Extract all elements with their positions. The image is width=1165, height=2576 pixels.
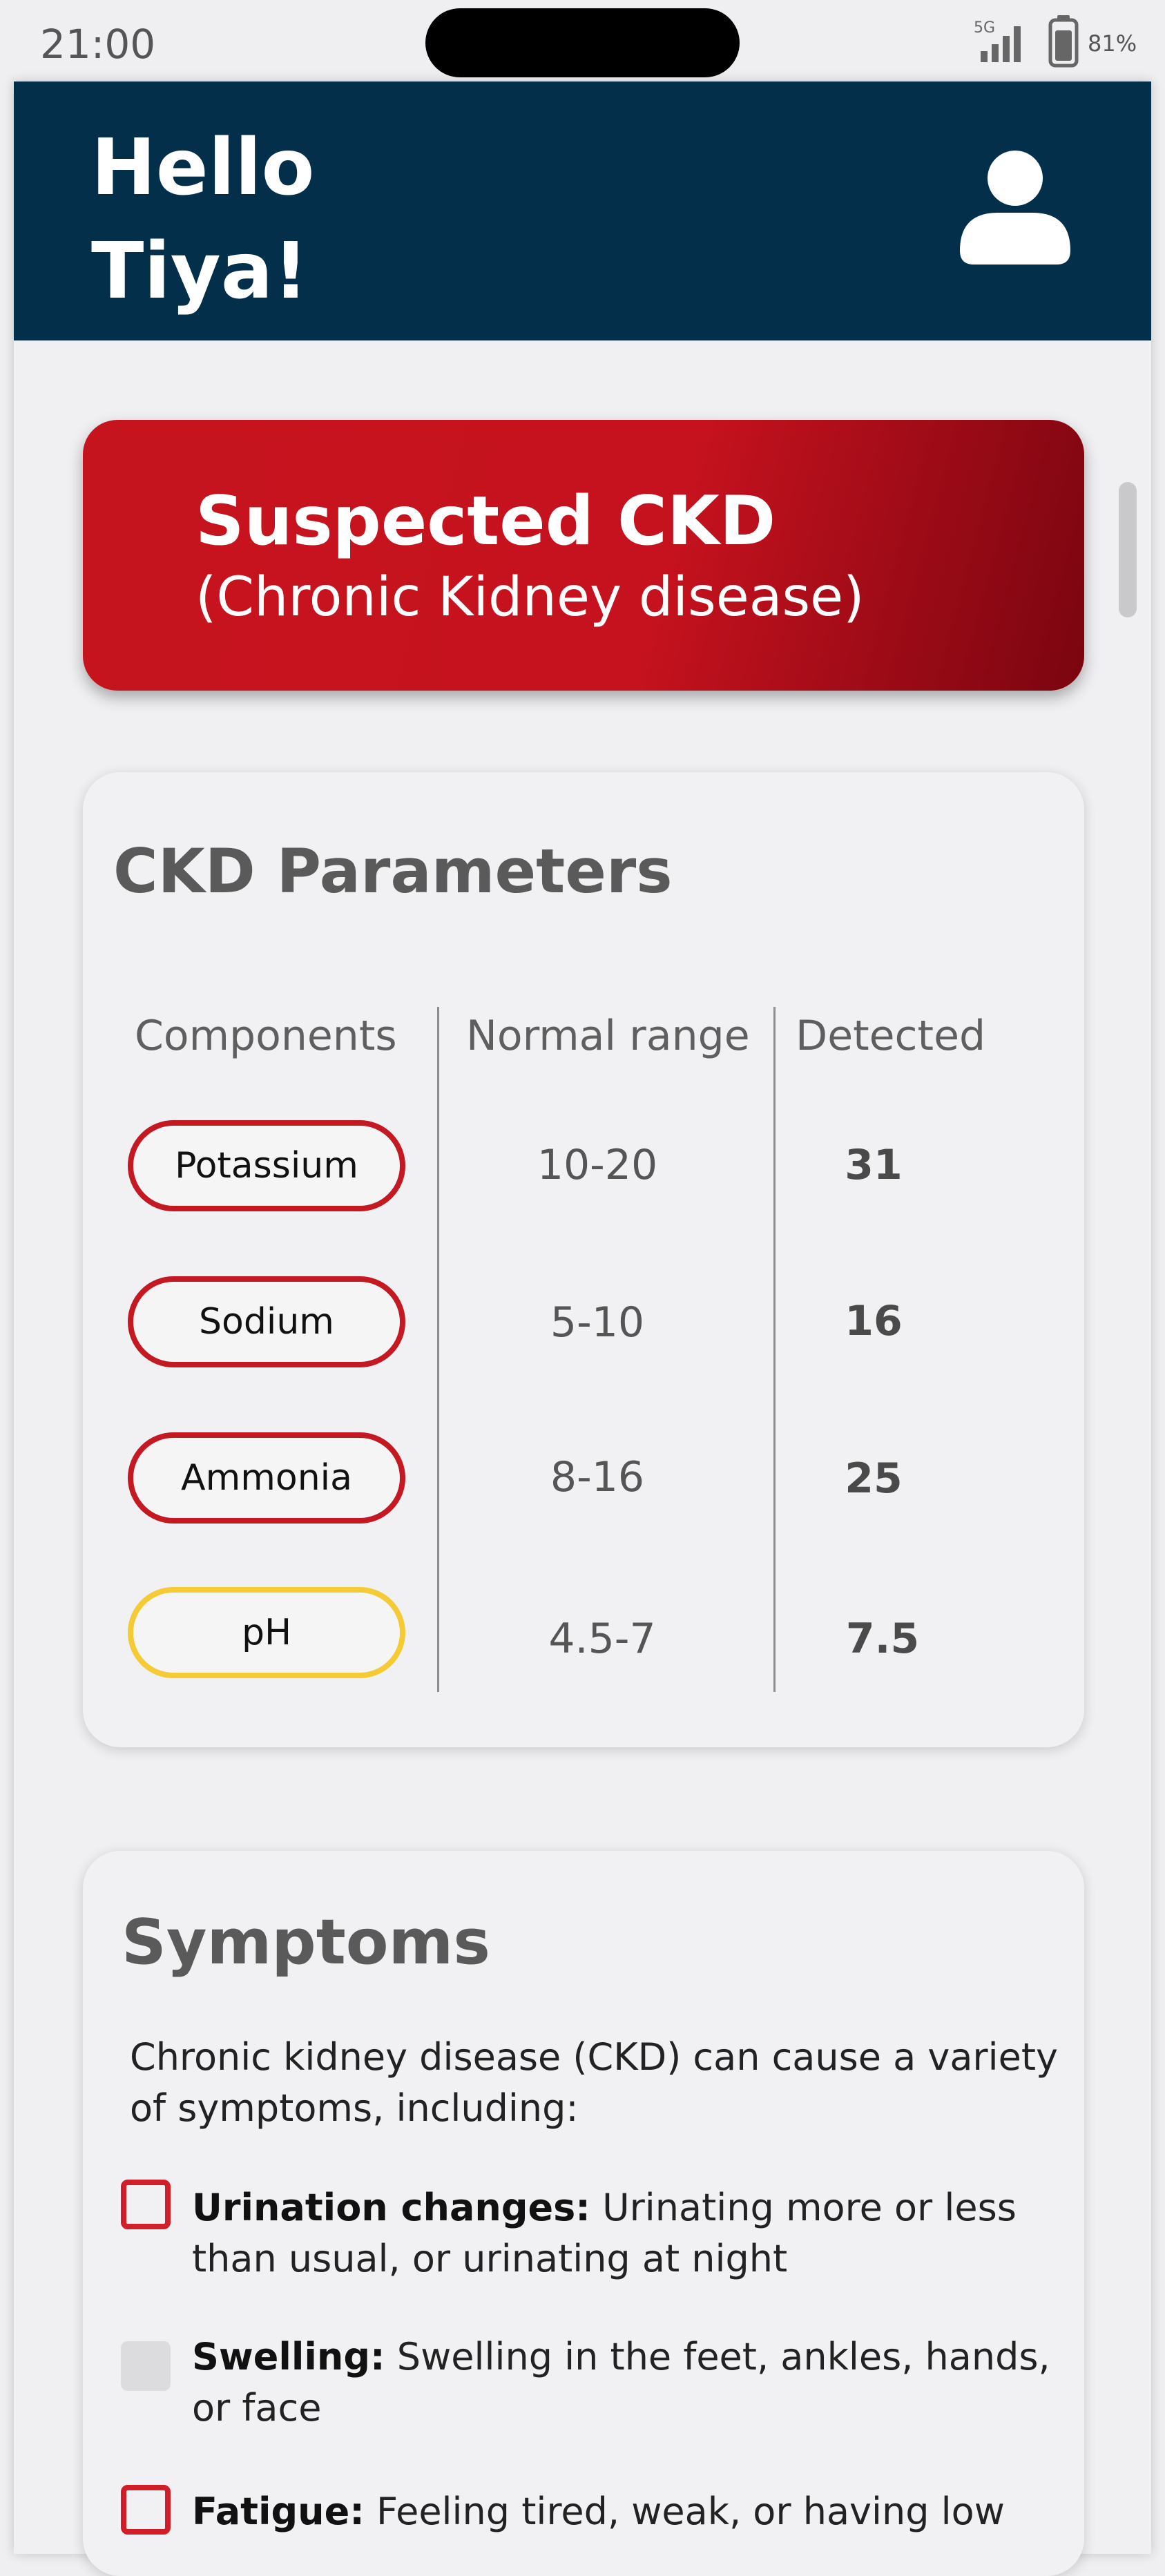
column-divider bbox=[773, 1007, 776, 1692]
normal-range-value: 8-16 bbox=[459, 1453, 735, 1501]
battery-percent: 81% bbox=[1088, 30, 1137, 57]
normal-range-value: 10-20 bbox=[459, 1141, 735, 1189]
scrollbar-thumb[interactable] bbox=[1119, 482, 1137, 617]
app-header: Hello Tiya! bbox=[14, 81, 1151, 340]
symptom-item-urination: Urination changes: Urinating more or les… bbox=[192, 2182, 1090, 2285]
column-header-detected: Detected bbox=[796, 1012, 985, 1060]
symptoms-title: Symptoms bbox=[122, 1906, 490, 1979]
symptom-name: Swelling: bbox=[192, 2335, 385, 2378]
column-divider bbox=[437, 1007, 439, 1692]
alert-subtitle: (Chronic Kidney disease) bbox=[195, 566, 865, 628]
symptoms-intro: Chronic kidney disease (CKD) can cause a… bbox=[130, 2032, 1069, 2134]
detected-value: 31 bbox=[805, 1141, 943, 1189]
status-bar: 21:00 5G 81% bbox=[0, 0, 1165, 81]
column-header-components: Components bbox=[135, 1012, 397, 1060]
column-header-normal-range: Normal range bbox=[466, 1012, 750, 1060]
symptom-checkbox-urination[interactable] bbox=[121, 2180, 171, 2229]
symptom-name: Urination changes: bbox=[192, 2186, 590, 2229]
detected-value: 25 bbox=[805, 1454, 943, 1503]
signal-icon bbox=[979, 21, 1029, 64]
component-pill-potassium[interactable]: Potassium bbox=[128, 1120, 405, 1211]
camera-notch bbox=[425, 8, 740, 77]
symptom-checkbox-swelling[interactable] bbox=[121, 2341, 171, 2391]
symptom-description: Feeling tired, weak, or having low bbox=[376, 2490, 1005, 2533]
greeting: Hello Tiya! bbox=[91, 116, 314, 323]
status-time: 21:00 bbox=[40, 21, 155, 68]
alert-title: Suspected CKD bbox=[195, 482, 776, 561]
symptom-checkbox-fatigue[interactable] bbox=[121, 2485, 171, 2535]
component-pill-ph[interactable]: pH bbox=[128, 1587, 405, 1678]
normal-range-value: 4.5-7 bbox=[464, 1615, 740, 1663]
symptom-name: Fatigue: bbox=[192, 2490, 365, 2533]
greeting-line-2: Tiya! bbox=[91, 220, 314, 323]
greeting-line-1: Hello bbox=[91, 116, 314, 220]
ckd-alert-card[interactable]: Suspected CKD (Chronic Kidney disease) bbox=[83, 420, 1084, 691]
symptom-item-swelling: Swelling: Swelling in the feet, ankles, … bbox=[192, 2332, 1090, 2434]
component-pill-sodium[interactable]: Sodium bbox=[128, 1276, 405, 1367]
profile-avatar-icon[interactable] bbox=[953, 147, 1077, 271]
detected-value: 16 bbox=[805, 1297, 943, 1345]
normal-range-value: 5-10 bbox=[459, 1298, 735, 1347]
detected-value: 7.5 bbox=[813, 1615, 952, 1663]
component-pill-ammonia[interactable]: Ammonia bbox=[128, 1432, 405, 1524]
battery-icon bbox=[1048, 14, 1079, 68]
symptom-item-fatigue: Fatigue: Feeling tired, weak, or having … bbox=[192, 2486, 1090, 2537]
parameters-title: CKD Parameters bbox=[113, 836, 673, 907]
